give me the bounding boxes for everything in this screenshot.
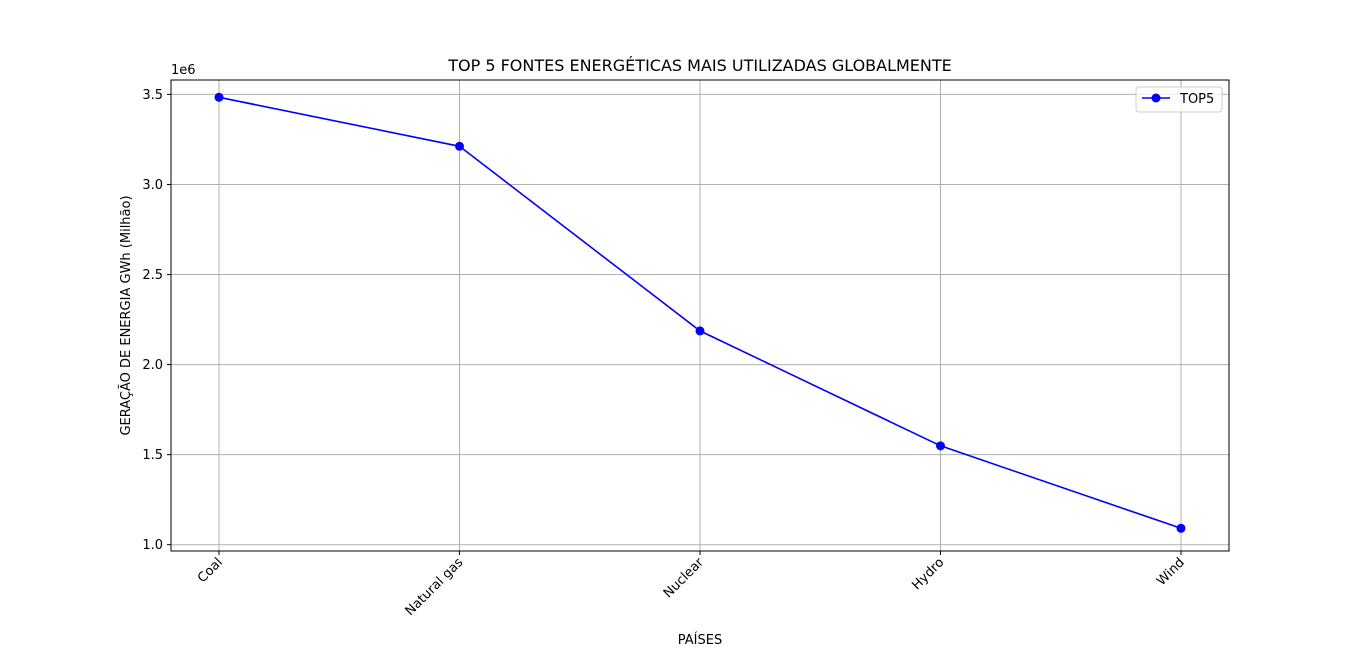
x-tick-label: Nuclear [661,555,707,601]
y-tick-label: 3.5 [142,88,163,103]
x-axis-ticks: Coal Natural gas Nuclear Hydro Wind [195,551,1188,619]
legend-point-marker [1151,93,1161,103]
y-axis-offset-label: 1e6 [171,63,196,78]
y-tick-label: 1.5 [142,448,163,463]
x-tick-label: Hydro [909,555,947,593]
data-point [1176,523,1186,533]
legend-box [1135,86,1223,113]
data-point [936,441,945,451]
legend-entry-label: TOP5 [1179,92,1214,107]
x-tick-label: Wind [1154,555,1188,589]
data-point [455,141,464,151]
y-axis-title: GERAÇÃO DE ENERGIA GWh (Milhão) [118,195,134,435]
data-point [695,326,705,336]
data-point [214,92,224,102]
y-axis-ticks: 1.0 1.5 2.0 2.5 3.0 3.5 [142,88,171,553]
x-tick-label: Natural gas [403,555,467,619]
y-tick-label: 1.0 [142,538,163,553]
series-layer [214,92,1186,533]
legend: TOP5 [1135,86,1223,113]
x-axis-title: PAÍSES [678,632,722,648]
x-tick-label: Coal [195,555,226,586]
y-tick-label: 2.0 [142,358,163,373]
grid [171,80,1229,551]
chart-title: TOP 5 FONTES ENERGÉTICAS MAIS UTILIZADAS… [447,56,952,75]
y-tick-label: 2.5 [142,268,163,283]
y-tick-label: 3.0 [142,178,163,193]
